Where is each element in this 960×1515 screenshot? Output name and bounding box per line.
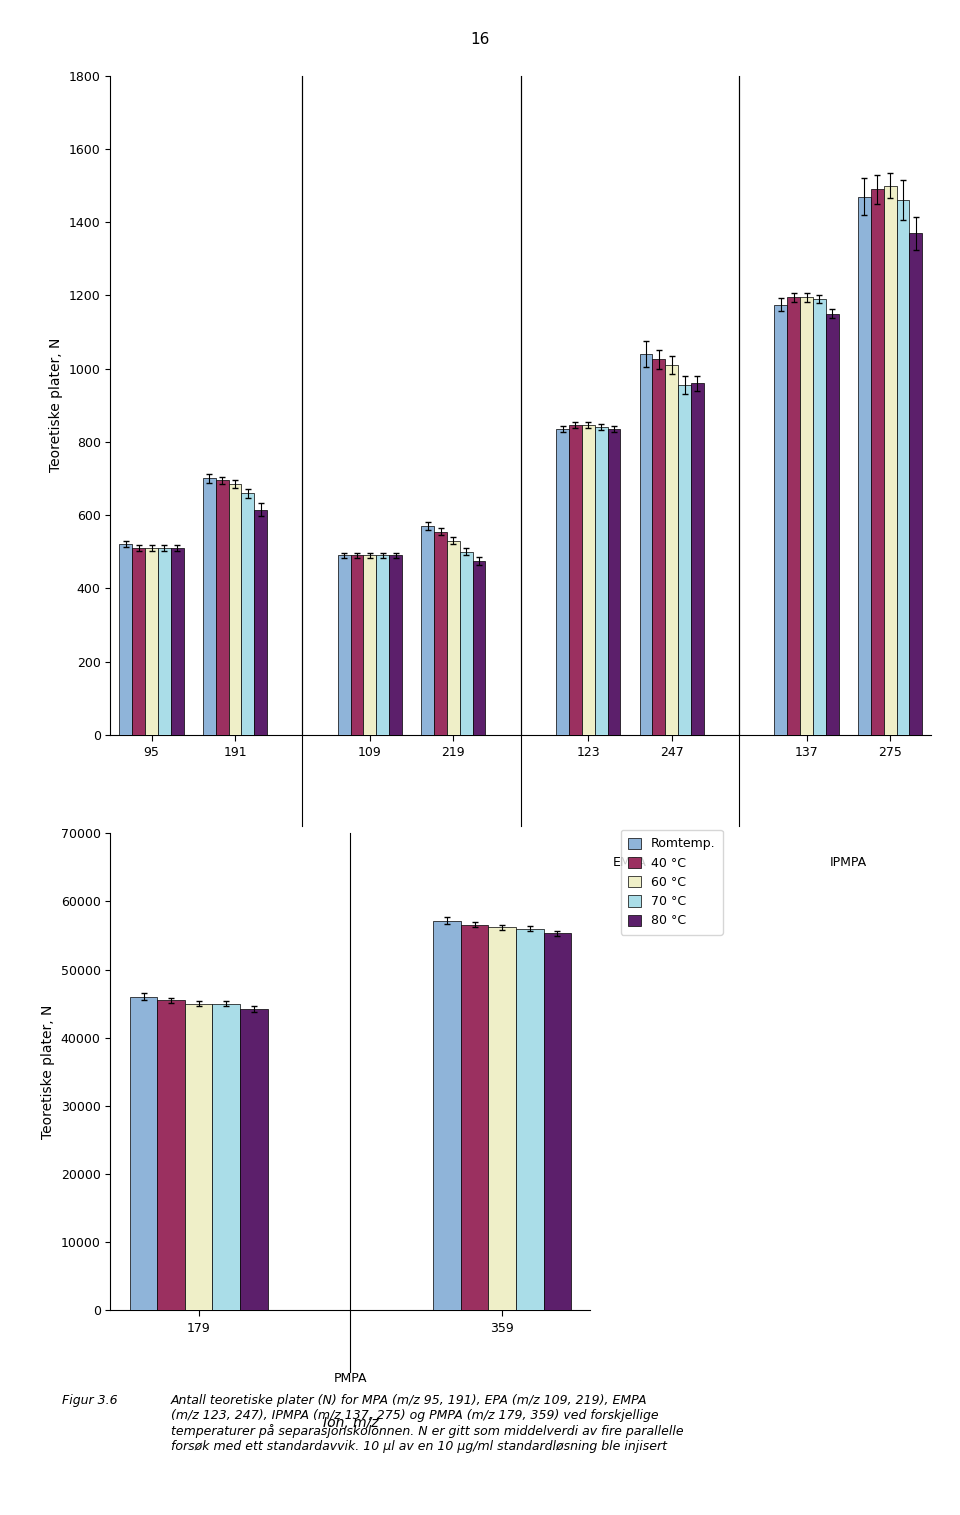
Bar — [594, 427, 608, 735]
Bar — [858, 197, 871, 735]
Bar — [203, 479, 216, 735]
Y-axis label: Teoretiske plater, N: Teoretiske plater, N — [49, 338, 63, 473]
Bar — [460, 551, 472, 735]
Bar — [897, 200, 909, 735]
Bar — [145, 548, 158, 735]
Bar — [389, 556, 402, 735]
Bar — [569, 426, 582, 735]
Bar — [185, 1003, 212, 1310]
Bar — [472, 561, 486, 735]
Text: Antall teoretiske plater (N) for MPA (m/z 95, 191), EPA (m/z 109, 219), EMPA
(m/: Antall teoretiske plater (N) for MPA (m/… — [171, 1394, 684, 1453]
Bar — [678, 385, 691, 735]
Bar — [376, 556, 389, 735]
Bar — [119, 544, 132, 735]
Bar — [157, 1000, 185, 1310]
Text: Ion, m/z: Ion, m/z — [493, 900, 548, 914]
Y-axis label: Teoretiske plater, N: Teoretiske plater, N — [41, 1004, 55, 1139]
Bar — [543, 933, 571, 1310]
Legend: Romtemp., 40 °C, 60 °C, 70 °C, 80 °C: Romtemp., 40 °C, 60 °C, 70 °C, 80 °C — [621, 830, 723, 935]
Bar — [909, 233, 923, 735]
Text: PMPA: PMPA — [334, 1373, 367, 1385]
Bar — [461, 924, 489, 1310]
Bar — [130, 997, 157, 1310]
Bar — [132, 548, 145, 735]
Bar — [801, 297, 813, 735]
Bar — [212, 1003, 240, 1310]
Bar — [826, 314, 839, 735]
Bar — [447, 541, 460, 735]
Bar — [216, 480, 228, 735]
Bar — [254, 509, 267, 735]
Text: Figur 3.6: Figur 3.6 — [62, 1394, 118, 1407]
Bar — [489, 927, 516, 1310]
Bar — [787, 297, 801, 735]
Text: EPA: EPA — [400, 856, 423, 868]
Bar — [338, 556, 350, 735]
Bar — [556, 429, 569, 735]
Bar — [582, 426, 594, 735]
Text: EMPA: EMPA — [613, 856, 647, 868]
Bar — [691, 383, 704, 735]
Bar — [516, 929, 543, 1310]
Bar — [653, 359, 665, 735]
Bar — [364, 556, 376, 735]
Bar — [883, 186, 897, 735]
Bar — [421, 526, 434, 735]
Bar — [158, 548, 171, 735]
Text: Ion, m/z: Ion, m/z — [323, 1417, 378, 1430]
Bar — [171, 548, 183, 735]
Text: 16: 16 — [470, 32, 490, 47]
Bar — [228, 483, 241, 735]
Bar — [775, 305, 787, 735]
Bar — [608, 429, 620, 735]
Bar — [813, 298, 826, 735]
Text: MPA: MPA — [180, 856, 206, 868]
Bar — [871, 189, 883, 735]
Bar — [350, 556, 364, 735]
Bar — [434, 532, 447, 735]
Text: IPMPA: IPMPA — [829, 856, 867, 868]
Bar — [241, 492, 254, 735]
Bar — [433, 921, 461, 1310]
Bar — [639, 355, 653, 735]
Bar — [240, 1009, 268, 1310]
Bar — [665, 365, 678, 735]
